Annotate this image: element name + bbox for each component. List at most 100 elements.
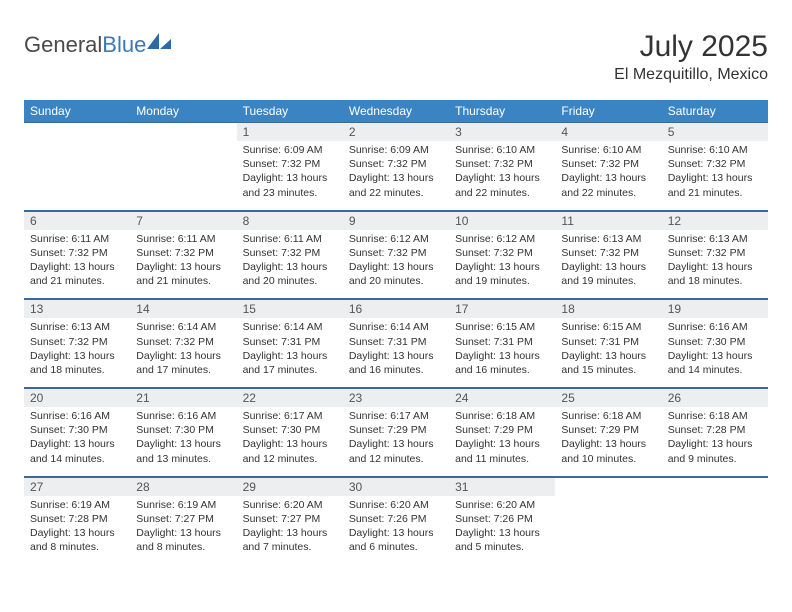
daylight-text: Daylight: 13 hours and 13 minutes. xyxy=(136,437,230,465)
day-content xyxy=(555,482,661,540)
daylight-text: Daylight: 13 hours and 20 minutes. xyxy=(349,260,443,288)
day-number: 5 xyxy=(662,122,768,141)
dayhead-sun: Sunday xyxy=(24,100,130,122)
daylight-text: Daylight: 13 hours and 21 minutes. xyxy=(30,260,124,288)
day-number: 20 xyxy=(24,388,130,407)
calendar-cell: 1Sunrise: 6:09 AMSunset: 7:32 PMDaylight… xyxy=(237,122,343,210)
day-content: Sunrise: 6:20 AMSunset: 7:27 PMDaylight:… xyxy=(237,496,343,565)
brand-part1: General xyxy=(24,32,102,57)
day-content xyxy=(24,127,130,185)
day-content: Sunrise: 6:15 AMSunset: 7:31 PMDaylight:… xyxy=(555,318,661,387)
daylight-text: Daylight: 13 hours and 18 minutes. xyxy=(30,349,124,377)
calendar-body: 1Sunrise: 6:09 AMSunset: 7:32 PMDaylight… xyxy=(24,122,768,564)
sunset-text: Sunset: 7:31 PM xyxy=(561,335,655,349)
brand-name: GeneralBlue xyxy=(24,32,146,58)
day-content: Sunrise: 6:18 AMSunset: 7:29 PMDaylight:… xyxy=(555,407,661,476)
daylight-text: Daylight: 13 hours and 8 minutes. xyxy=(136,526,230,554)
location: El Mezquitillo, Mexico xyxy=(614,66,768,84)
sunrise-text: Sunrise: 6:15 AM xyxy=(561,320,655,334)
day-number: 15 xyxy=(237,299,343,318)
daylight-text: Daylight: 13 hours and 22 minutes. xyxy=(349,171,443,199)
day-number: 9 xyxy=(343,211,449,230)
header: GeneralBlue July 2025 El Mezquitillo, Me… xyxy=(24,30,768,84)
day-content: Sunrise: 6:16 AMSunset: 7:30 PMDaylight:… xyxy=(662,318,768,387)
sunrise-text: Sunrise: 6:18 AM xyxy=(668,409,762,423)
sunset-text: Sunset: 7:29 PM xyxy=(455,423,549,437)
day-number: 1 xyxy=(237,122,343,141)
sunset-text: Sunset: 7:32 PM xyxy=(668,246,762,260)
calendar-cell: 19Sunrise: 6:16 AMSunset: 7:30 PMDayligh… xyxy=(662,299,768,388)
calendar-cell: 13Sunrise: 6:13 AMSunset: 7:32 PMDayligh… xyxy=(24,299,130,388)
daylight-text: Daylight: 13 hours and 19 minutes. xyxy=(561,260,655,288)
calendar-cell: 3Sunrise: 6:10 AMSunset: 7:32 PMDaylight… xyxy=(449,122,555,210)
calendar-cell: 23 Sunrise: 6:17 AMSunset: 7:29 PMDayligh… xyxy=(343,388,449,477)
calendar-cell: 8Sunrise: 6:11 AMSunset: 7:32 PMDaylight… xyxy=(237,210,343,299)
day-number: 23 xyxy=(343,388,449,407)
day-number: 13 xyxy=(24,299,130,318)
sunrise-text: Sunrise: 6:19 AM xyxy=(30,498,124,512)
daylight-text: Daylight: 13 hours and 21 minutes. xyxy=(668,171,762,199)
sunrise-text: Sunrise: 6:15 AM xyxy=(455,320,549,334)
day-number: 27 xyxy=(24,477,130,496)
calendar-cell: 15Sunrise: 6:14 AMSunset: 7:31 PMDayligh… xyxy=(237,299,343,388)
day-number: 14 xyxy=(130,299,236,318)
sunrise-text: Sunrise: 6:13 AM xyxy=(668,232,762,246)
calendar-cell: 4Sunrise: 6:10 AMSunset: 7:32 PMDaylight… xyxy=(555,122,661,210)
daylight-text: Daylight: 13 hours and 11 minutes. xyxy=(455,437,549,465)
day-number: 4 xyxy=(555,122,661,141)
calendar-cell: 11Sunrise: 6:13 AMSunset: 7:32 PMDayligh… xyxy=(555,210,661,299)
calendar-cell: 16Sunrise: 6:14 AMSunset: 7:31 PMDayligh… xyxy=(343,299,449,388)
calendar-page: GeneralBlue July 2025 El Mezquitillo, Me… xyxy=(0,0,792,584)
sunrise-text: Sunrise: 6:17 AM xyxy=(349,409,443,423)
day-content: Sunrise: 6:09 AMSunset: 7:32 PMDaylight:… xyxy=(237,141,343,210)
sunrise-text: Sunrise: 6:13 AM xyxy=(30,320,124,334)
sunset-text: Sunset: 7:28 PM xyxy=(668,423,762,437)
sunrise-text: Sunrise: 6:12 AM xyxy=(455,232,549,246)
day-content: Sunrise: 6:20 AMSunset: 7:26 PMDaylight:… xyxy=(449,496,555,565)
day-number: 21 xyxy=(130,388,236,407)
sunset-text: Sunset: 7:32 PM xyxy=(561,246,655,260)
sunrise-text: Sunrise: 6:14 AM xyxy=(243,320,337,334)
day-number: 29 xyxy=(237,477,343,496)
calendar-cell: 2Sunrise: 6:09 AMSunset: 7:32 PMDaylight… xyxy=(343,122,449,210)
sunset-text: Sunset: 7:32 PM xyxy=(349,157,443,171)
sunset-text: Sunset: 7:29 PM xyxy=(561,423,655,437)
daylight-text: Daylight: 13 hours and 10 minutes. xyxy=(561,437,655,465)
sunrise-text: Sunrise: 6:11 AM xyxy=(30,232,124,246)
calendar-row: 20Sunrise: 6:16 AMSunset: 7:30 PMDayligh… xyxy=(24,388,768,477)
sunset-text: Sunset: 7:32 PM xyxy=(136,335,230,349)
sunrise-text: Sunrise: 6:11 AM xyxy=(243,232,337,246)
sunrise-text: Sunrise: 6:13 AM xyxy=(561,232,655,246)
calendar-cell: 26Sunrise: 6:18 AMSunset: 7:28 PMDayligh… xyxy=(662,388,768,477)
sunrise-text: Sunrise: 6:18 AM xyxy=(455,409,549,423)
day-content: Sunrise: 6:11 AMSunset: 7:32 PMDaylight:… xyxy=(130,230,236,299)
sunrise-text: Sunrise: 6:10 AM xyxy=(455,143,549,157)
day-number: 22 xyxy=(237,388,343,407)
day-number: 26 xyxy=(662,388,768,407)
sunrise-text: Sunrise: 6:17 AM xyxy=(243,409,337,423)
calendar-row: 6Sunrise: 6:11 AMSunset: 7:32 PMDaylight… xyxy=(24,210,768,299)
day-content: Sunrise: 6:10 AMSunset: 7:32 PMDaylight:… xyxy=(662,141,768,210)
daylight-text: Daylight: 13 hours and 5 minutes. xyxy=(455,526,549,554)
day-content: Sunrise: 6:10 AMSunset: 7:32 PMDaylight:… xyxy=(555,141,661,210)
calendar-row: 13 Sunrise: 6:13 AM Sunset: 7:32 PM Dayligh… xyxy=(24,299,768,388)
sunrise-text: Sunrise: 6:12 AM xyxy=(349,232,443,246)
daylight-text: Daylight: 13 hours and 8 minutes. xyxy=(30,526,124,554)
dayhead-thu: Thursday xyxy=(449,100,555,122)
calendar-cell: 5Sunrise: 6:10 AMSunset: 7:32 PMDaylight… xyxy=(662,122,768,210)
calendar-cell: 18Sunrise: 6:15 AMSunset: 7:31 PMDayligh… xyxy=(555,299,661,388)
calendar-cell: 10Sunrise: 6:12 AMSunset: 7:32 PMDayligh… xyxy=(449,210,555,299)
sunset-text: Sunset: 7:31 PM xyxy=(349,335,443,349)
sunset-text: Sunset: 7:29 PM xyxy=(349,423,443,437)
day-content: Sunrise: 6:13 AMSunset: 7:32 PMDaylight:… xyxy=(555,230,661,299)
daylight-text: Daylight: 13 hours and 7 minutes. xyxy=(243,526,337,554)
daylight-text: Daylight: 13 hours and 12 minutes. xyxy=(349,437,443,465)
daylight-text: Daylight: 13 hours and 14 minutes. xyxy=(668,349,762,377)
title-block: July 2025 El Mezquitillo, Mexico xyxy=(614,30,768,84)
calendar-cell: 6Sunrise: 6:11 AMSunset: 7:32 PMDaylight… xyxy=(24,210,130,299)
sunset-text: Sunset: 7:30 PM xyxy=(668,335,762,349)
daylight-text: Daylight: 13 hours and 6 minutes. xyxy=(349,526,443,554)
calendar-cell: 22Sunrise: 6:17 AMSunset: 7:30 PMDayligh… xyxy=(237,388,343,477)
calendar-cell xyxy=(662,476,768,564)
day-content: Sunrise: 6:17 AMSunset: 7:30 PMDaylight:… xyxy=(237,407,343,476)
